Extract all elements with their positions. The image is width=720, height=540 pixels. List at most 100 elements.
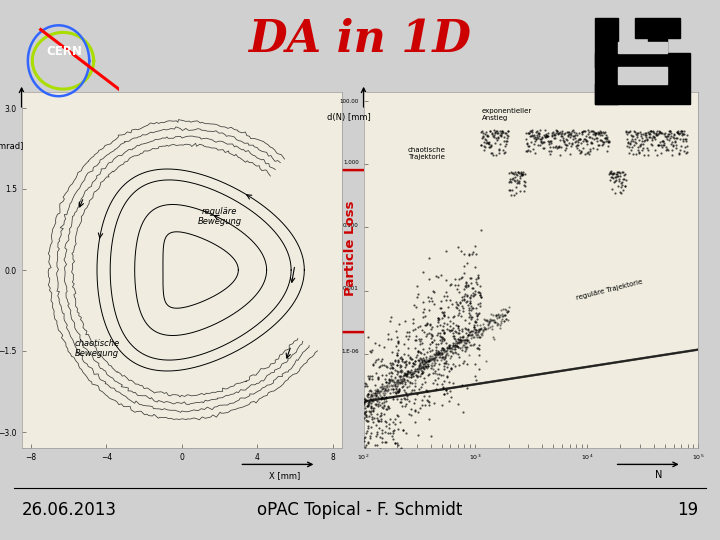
Point xyxy=(481,138,492,147)
Point xyxy=(483,318,495,326)
Point xyxy=(594,126,606,135)
Point xyxy=(513,177,524,185)
Point xyxy=(453,281,464,289)
Point xyxy=(440,347,451,355)
Point xyxy=(441,373,453,381)
Point xyxy=(444,341,456,349)
Point xyxy=(587,127,598,136)
Point xyxy=(659,132,670,140)
Point xyxy=(400,428,412,437)
Point xyxy=(415,366,427,374)
Point xyxy=(437,322,449,330)
Point xyxy=(430,349,441,358)
Point xyxy=(405,366,417,374)
Point xyxy=(674,129,685,138)
Point xyxy=(572,131,583,139)
Point xyxy=(364,408,376,416)
Point xyxy=(453,301,464,309)
Point xyxy=(583,128,595,137)
Point xyxy=(488,126,500,135)
Point xyxy=(462,336,473,345)
Point xyxy=(416,326,428,334)
Point xyxy=(471,321,482,329)
Point xyxy=(676,127,688,136)
Point xyxy=(449,275,461,284)
Point xyxy=(572,141,584,150)
Point xyxy=(410,331,421,340)
Point xyxy=(406,386,418,395)
Point xyxy=(359,381,371,390)
Point xyxy=(459,335,471,344)
Point xyxy=(399,371,410,380)
Point xyxy=(471,343,482,352)
Point xyxy=(652,141,664,150)
Point xyxy=(653,127,665,136)
Point xyxy=(464,274,476,282)
Point xyxy=(602,138,613,147)
Point xyxy=(453,326,464,335)
Point xyxy=(485,126,496,135)
Point xyxy=(464,328,475,336)
Point xyxy=(513,168,525,177)
Point xyxy=(364,372,376,381)
Point xyxy=(364,407,375,415)
Point xyxy=(667,132,679,141)
Point xyxy=(392,368,404,376)
Point xyxy=(415,363,426,372)
Point xyxy=(438,355,449,363)
Point xyxy=(374,387,385,395)
Point xyxy=(466,330,477,339)
Point xyxy=(373,388,384,397)
Point xyxy=(438,335,449,344)
Point xyxy=(576,127,588,136)
Point xyxy=(436,334,448,343)
Point xyxy=(466,327,477,335)
Point xyxy=(437,383,449,391)
Point xyxy=(474,344,485,353)
Point xyxy=(470,274,482,283)
Point xyxy=(436,332,448,341)
Point xyxy=(504,186,516,194)
Point xyxy=(585,138,596,147)
Point xyxy=(670,144,681,152)
Point xyxy=(397,356,408,365)
Point xyxy=(393,320,405,329)
Point xyxy=(474,299,486,307)
Point xyxy=(392,357,404,366)
Point xyxy=(619,182,631,191)
Point xyxy=(436,380,447,389)
Point xyxy=(428,354,439,363)
Point xyxy=(391,369,402,378)
Point xyxy=(379,389,391,397)
Point xyxy=(665,127,676,136)
Point xyxy=(393,385,405,394)
Point xyxy=(523,142,534,151)
Point xyxy=(423,371,434,380)
Point xyxy=(501,131,513,139)
Point xyxy=(446,345,458,353)
Point xyxy=(399,363,410,372)
Point xyxy=(568,132,580,140)
Point xyxy=(455,335,467,344)
Point xyxy=(472,315,483,323)
Point xyxy=(392,412,403,421)
Point xyxy=(521,139,532,147)
Point xyxy=(637,129,649,138)
Point xyxy=(633,147,644,156)
Point xyxy=(423,356,435,365)
Point xyxy=(423,274,434,283)
Point xyxy=(492,129,504,138)
Point xyxy=(385,384,397,393)
Point xyxy=(653,129,665,138)
Point xyxy=(438,345,449,354)
Point xyxy=(358,414,369,423)
Point xyxy=(460,283,472,292)
Point xyxy=(378,381,390,390)
Point xyxy=(428,356,440,364)
Point xyxy=(609,173,621,181)
Point xyxy=(541,132,553,140)
Point xyxy=(369,380,381,389)
Point xyxy=(657,137,669,145)
Point xyxy=(446,342,457,351)
Point xyxy=(578,135,590,144)
